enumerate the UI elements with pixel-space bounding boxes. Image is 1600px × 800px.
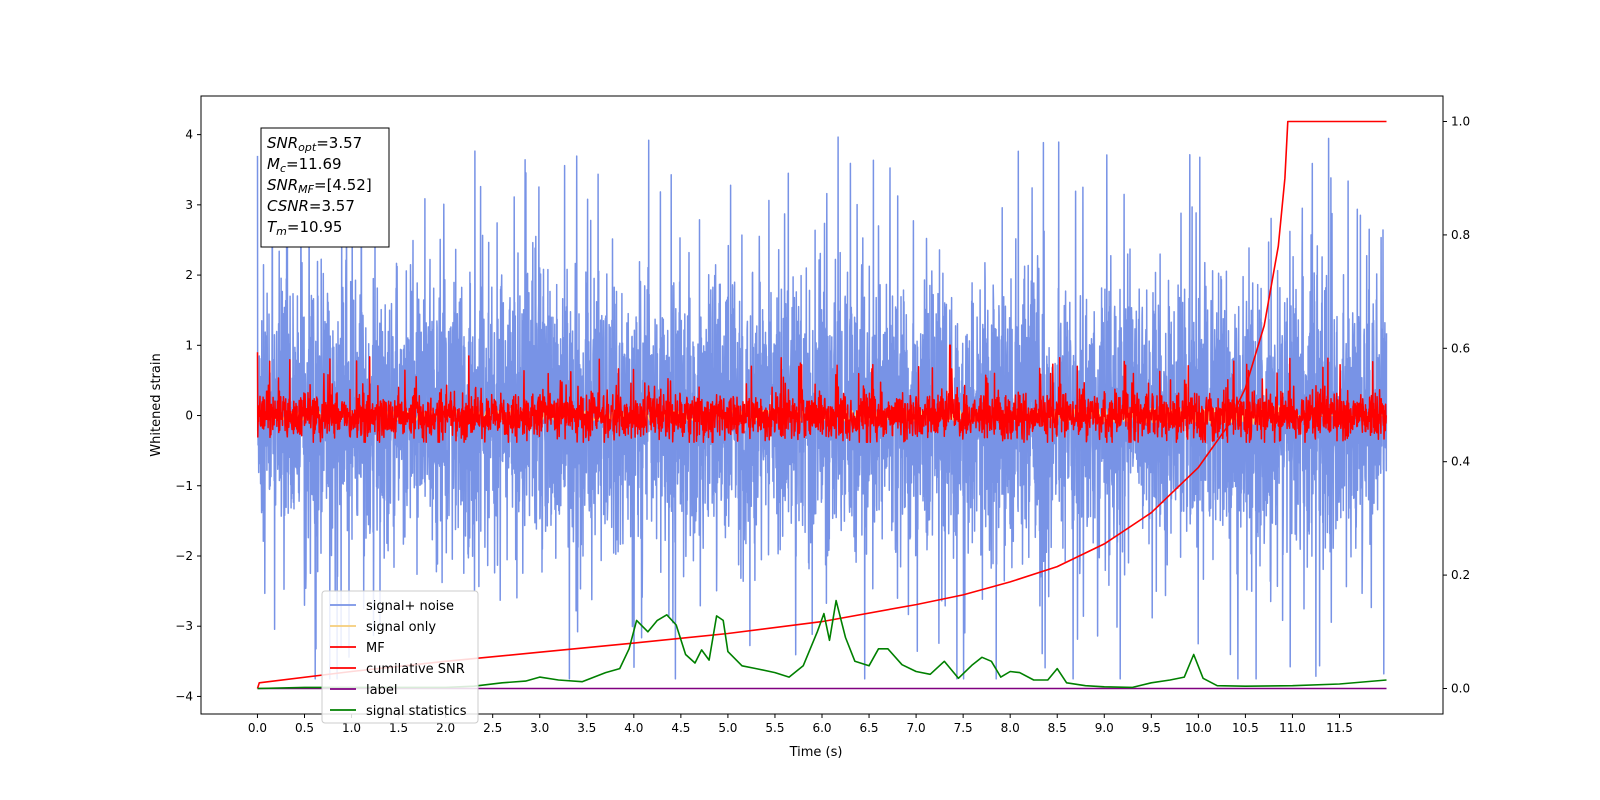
y-tick-label: 3 [185, 198, 193, 212]
x-tick-label: 8.5 [1048, 721, 1067, 735]
y-tick-label: −1 [175, 479, 193, 493]
x-tick-label: 9.0 [1095, 721, 1114, 735]
x-tick-label: 10.0 [1185, 721, 1212, 735]
annotation-snr-mf: SNRMF=[4.52] [267, 176, 372, 196]
x-tick-label: 1.0 [342, 721, 361, 735]
y2-tick-label: 0.2 [1451, 568, 1470, 582]
legend-label: label [366, 683, 397, 698]
series-signal-statistics [257, 599, 1387, 690]
legend-label: cumilative SNR [366, 662, 465, 677]
legend-item-mf: MF [330, 641, 385, 656]
x-tick-label: 3.5 [577, 721, 596, 735]
y-tick-label: 0 [185, 409, 193, 423]
annotation-csnr: CSNR=3.57 [267, 197, 355, 215]
x-tick-label: 8.0 [1001, 721, 1020, 735]
x-axis-label: Time (s) [789, 745, 843, 760]
annotation-t-m: Tm=10.95 [267, 218, 342, 238]
x-tick-label: 3.0 [530, 721, 549, 735]
annotation-frame [260, 127, 390, 248]
x-tick-label: 0.5 [295, 721, 314, 735]
y2-tick-label: 0.6 [1451, 341, 1470, 355]
y-tick-label: 2 [185, 268, 193, 282]
series-signal-noise [256, 133, 1388, 680]
annotation-box: SNRopt=3.57Mc=11.69SNRMF=[4.52]CSNR=3.57… [260, 127, 390, 248]
series-mf [256, 344, 1387, 443]
legend-label: signal only [366, 620, 436, 635]
legend-frame [321, 590, 479, 724]
x-tick-label: 5.5 [765, 721, 784, 735]
annotation-snr-opt: SNRopt=3.57 [267, 134, 362, 154]
x-tick-label: 10.5 [1232, 721, 1259, 735]
y2-tick-label: 0.4 [1451, 455, 1470, 469]
x-tick-label: 5.0 [718, 721, 737, 735]
y-tick-label: 4 [185, 128, 193, 142]
x-tick-label: 11.0 [1279, 721, 1306, 735]
legend: signal+ noise signal only MF cumilative SNR… [321, 590, 479, 724]
legend-item-signal-noise: signal+ noise [330, 599, 454, 614]
y-tick-label: −2 [175, 549, 193, 563]
x-tick-label: 7.0 [907, 721, 926, 735]
y2-tick-label: 0.0 [1451, 681, 1470, 695]
x-tick-label: 11.5 [1326, 721, 1353, 735]
legend-item-signal-only: signal only [330, 620, 436, 635]
x-tick-label: 2.0 [436, 721, 455, 735]
y-tick-label: −4 [175, 689, 193, 703]
plot-area [256, 120, 1388, 690]
x-tick-label: 7.5 [954, 721, 973, 735]
axes-ticks: 0.0 0.5 1.0 1.5 2.0 2.5 3.0 3.5 4.0 4.5 5.0 5.5 6.0 6… [175, 115, 1470, 735]
y2-tick-label: 1.0 [1451, 115, 1470, 129]
legend-label: signal+ noise [366, 599, 454, 614]
y-axis-label: Whitened strain [149, 353, 164, 456]
x-tick-label: 4.0 [624, 721, 643, 735]
x-tick-label: 1.5 [389, 721, 408, 735]
legend-label: signal statistics [366, 704, 467, 719]
legend-item-signal-statistics: signal statistics [330, 704, 467, 719]
x-tick-label: 4.5 [671, 721, 690, 735]
x-tick-label: 9.5 [1142, 721, 1161, 735]
x-tick-label: 6.5 [859, 721, 878, 735]
legend-item-label: label [330, 683, 397, 698]
y-tick-label: 1 [185, 338, 193, 352]
y-tick-label: −3 [175, 619, 193, 633]
x-tick-label: 6.0 [812, 721, 831, 735]
x-tick-label: 0.0 [248, 721, 267, 735]
x-tick-label: 2.5 [483, 721, 502, 735]
annotation-m-c: Mc=11.69 [267, 155, 342, 175]
y2-tick-label: 0.8 [1451, 228, 1470, 242]
legend-item-cumilative-snr: cumilative SNR [330, 662, 465, 677]
legend-label: MF [366, 641, 385, 656]
series-cumilative-snr [256, 120, 1387, 689]
